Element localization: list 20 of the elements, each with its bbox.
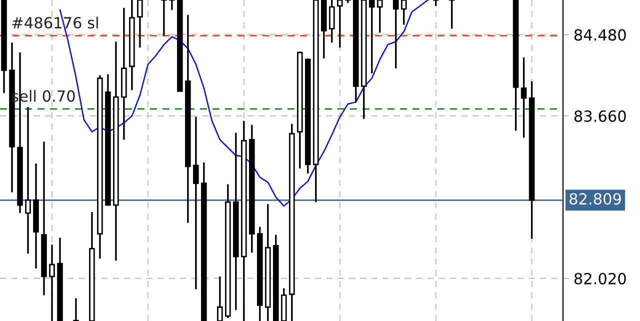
candlestick (137, 0, 143, 48)
candlestick (193, 116, 199, 290)
y-tick-label: 83.660 (574, 110, 626, 122)
candlestick (73, 297, 79, 321)
candlestick (25, 106, 31, 254)
candlestick (520, 56, 527, 139)
candlestick (400, 0, 407, 26)
candlestick (217, 276, 223, 321)
candlestick (336, 0, 343, 48)
candlestick (49, 244, 55, 321)
ref-line-label: 82.809 (570, 193, 621, 205)
y-tick-label: 82.020 (574, 272, 626, 284)
candlestick (376, 0, 383, 34)
candlestick (328, 0, 335, 44)
candlestick (344, 0, 351, 4)
y-tick-label: 84.480 (574, 29, 626, 41)
candlestick (368, 0, 375, 74)
candlestick (161, 0, 167, 36)
candlestick (392, 0, 399, 70)
candlestick (169, 0, 175, 11)
